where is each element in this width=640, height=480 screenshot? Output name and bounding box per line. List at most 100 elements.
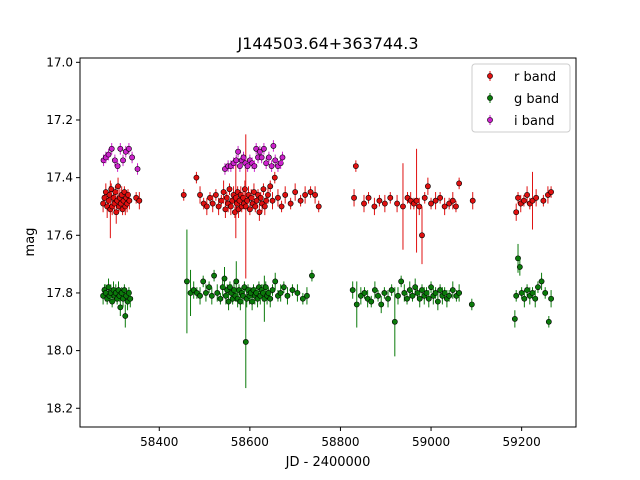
x-tick-label: 58800: [321, 435, 359, 449]
data-point-g-band: [277, 290, 284, 296]
data-point-r-band: [275, 194, 281, 201]
data-point-i-band: [265, 154, 272, 161]
data-point-i-band: [240, 154, 247, 161]
data-point-r-band: [180, 192, 187, 198]
data-point-g-band: [449, 287, 456, 293]
data-point-g-band: [211, 272, 217, 279]
y-axis-label: mag: [23, 228, 38, 257]
data-point-g-band: [381, 290, 388, 296]
y-tick-label: 18.2: [46, 401, 73, 415]
data-point-g-band: [548, 295, 554, 302]
data-point-g-band: [532, 295, 539, 302]
data-point-r-band: [424, 183, 431, 190]
data-point-g-band: [309, 272, 315, 279]
data-point-r-band: [292, 189, 299, 195]
data-point-g-band: [206, 284, 212, 291]
data-point-i-band: [233, 157, 240, 164]
data-point-g-band: [304, 292, 310, 299]
data-point-r-band: [548, 189, 554, 195]
legend-label-g-band: g band: [514, 92, 559, 107]
data-point-r-band: [376, 197, 383, 204]
data-point-g-band: [197, 292, 203, 299]
data-point-g-band: [406, 287, 413, 293]
x-axis: 58400 58600 58800 59000 59200: [140, 427, 541, 449]
data-point-g-band: [242, 339, 249, 345]
data-point-g-band: [375, 292, 381, 299]
data-point-i-band: [251, 163, 258, 170]
y-tick-label: 18.0: [46, 344, 73, 358]
data-point-g-band: [395, 292, 401, 299]
legend-marker-i-band: [487, 117, 493, 123]
data-point-r-band: [287, 200, 294, 207]
y-tick-label: 17.8: [46, 286, 73, 300]
data-point-g-band: [385, 295, 391, 302]
data-point-r-band: [282, 192, 289, 198]
x-tick-label: 59200: [503, 435, 541, 449]
data-point-r-band: [413, 197, 420, 204]
data-point-r-band: [209, 200, 216, 207]
data-point-g-band: [524, 287, 530, 293]
data-point-i-band: [108, 145, 115, 152]
data-point-r-band: [432, 197, 439, 204]
data-point-r-band: [419, 232, 425, 239]
data-point-r-band: [197, 192, 203, 198]
data-point-g-band: [446, 292, 453, 299]
data-point-i-band: [111, 157, 118, 164]
data-point-i-band: [268, 163, 275, 170]
legend-label-i-band: i band: [514, 114, 554, 129]
data-point-g-band: [280, 284, 287, 291]
data-point-i-band: [279, 154, 286, 161]
data-point-g-band: [518, 290, 525, 296]
y-tick-label: 17.0: [46, 55, 73, 69]
data-point-r-band: [352, 163, 359, 170]
data-point-g-band: [208, 292, 215, 299]
data-point-r-band: [453, 203, 459, 210]
data-point-i-band: [236, 163, 243, 170]
data-point-i-band: [117, 145, 124, 152]
data-point-i-band: [270, 143, 277, 149]
data-point-r-band: [113, 209, 120, 216]
data-point-i-band: [120, 157, 126, 164]
data-point-g-band: [545, 318, 552, 325]
data-point-g-band: [538, 278, 545, 285]
data-point-r-band: [115, 183, 121, 190]
data-point-g-band: [121, 287, 128, 293]
data-point-g-band: [368, 298, 375, 305]
data-point-r-band: [540, 197, 547, 204]
data-point-i-band: [258, 154, 265, 161]
x-tick-label: 58600: [231, 435, 269, 449]
data-point-r-band: [260, 186, 267, 193]
data-point-g-band: [122, 313, 129, 319]
data-point-g-band: [200, 278, 207, 285]
data-point-r-band: [449, 197, 456, 204]
data-point-i-band: [263, 160, 270, 167]
data-point-r-band: [207, 194, 213, 201]
data-point-g-band: [416, 295, 423, 302]
data-point-g-band: [269, 287, 276, 293]
y-tick-label: 17.6: [46, 228, 73, 242]
data-point-g-band: [249, 298, 256, 305]
chart-title: J144503.64+363744.3: [237, 34, 419, 53]
data-point-r-band: [212, 192, 219, 198]
data-point-g-band: [434, 298, 441, 305]
data-point-g-band: [217, 295, 224, 302]
data-point-i-band: [256, 148, 263, 155]
data-point-g-band: [529, 290, 536, 296]
data-point-g-band: [535, 284, 541, 291]
data-point-g-band: [513, 292, 520, 299]
series-r-band: [100, 134, 554, 279]
data-point-r-band: [381, 200, 388, 207]
data-point-r-band: [371, 203, 378, 210]
data-point-r-band: [241, 186, 248, 193]
data-point-i-band: [261, 145, 267, 152]
data-point-g-band: [391, 318, 398, 325]
data-point-i-band: [105, 151, 112, 158]
data-point-i-band: [114, 163, 121, 170]
data-point-g-band: [371, 287, 378, 293]
x-tick-label: 59000: [412, 435, 450, 449]
data-point-r-band: [246, 206, 253, 213]
data-point-r-band: [220, 189, 227, 195]
data-point-r-band: [387, 194, 394, 201]
data-point-r-band: [226, 186, 233, 193]
data-point-g-band: [404, 295, 410, 302]
